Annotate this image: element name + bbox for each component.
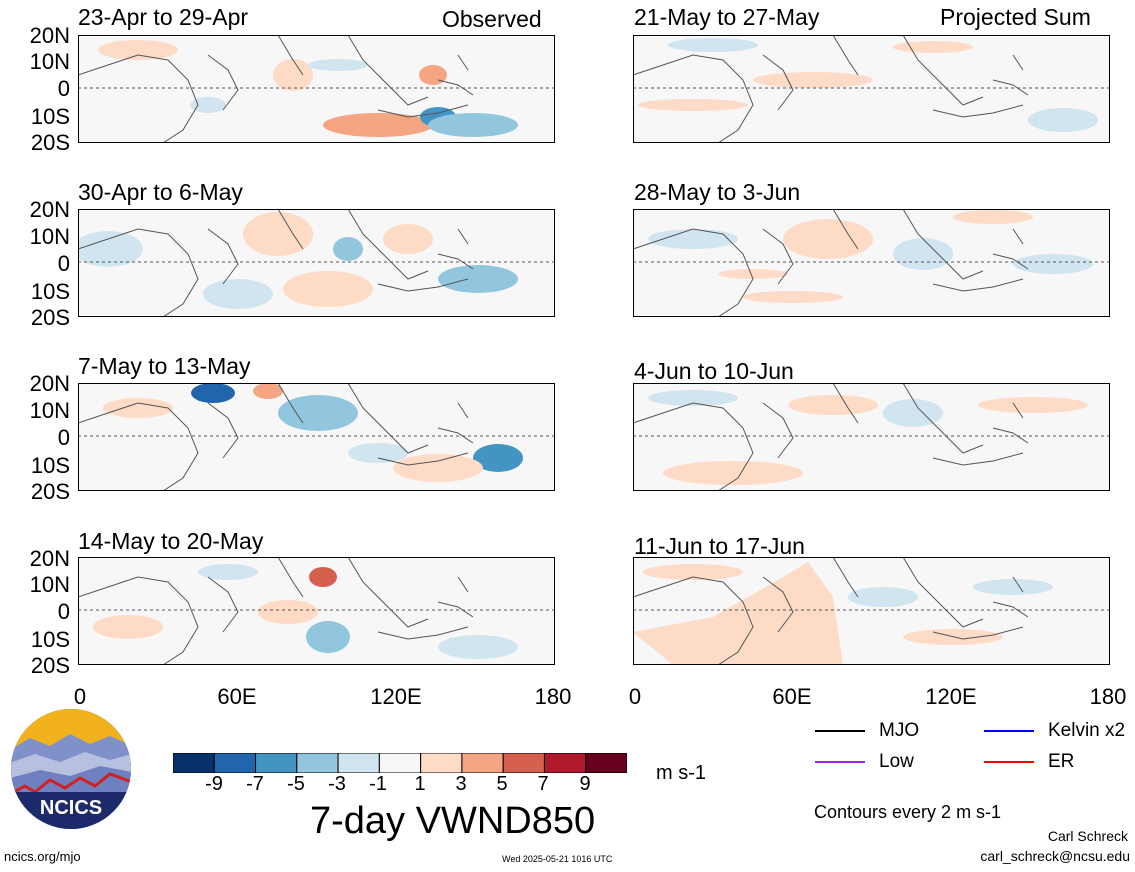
lat-label-20n: 20N [29, 23, 70, 48]
legend-label-kelvin: Kelvin x2 [1048, 720, 1126, 741]
panel-title-proj-3: 4-Jun to 10-Jun [634, 358, 794, 384]
lon-label-120e-right: 120E [925, 684, 977, 709]
site-link[interactable]: ncics.org/mjo [4, 849, 81, 864]
colorbar-swatch [461, 753, 504, 773]
map-proj-2 [633, 209, 1110, 317]
legend-line-mjo [815, 730, 865, 732]
colorbar-swatch [337, 753, 380, 773]
lat-label-10n: 10N [29, 224, 70, 249]
legend-label-mjo: MJO [879, 720, 920, 741]
lat-label-10n: 10N [29, 398, 70, 423]
lat-label-20s: 20S [30, 130, 70, 155]
lon-label-180-left: 180 [534, 684, 572, 709]
colorbar-label: -3 [328, 773, 346, 795]
map-obs-2 [78, 209, 555, 317]
contours-note: Contours every 2 m s-1 [814, 802, 1002, 822]
lon-label-180-right: 180 [1089, 684, 1127, 709]
lat-label-10s: 10S [30, 453, 70, 478]
legend-item-mjo: MJO [815, 720, 919, 742]
lat-label-20n: 20N [29, 546, 70, 571]
colorbar-swatch [173, 753, 215, 773]
colorbar-swatch [543, 753, 587, 773]
colorbar-label: -5 [287, 773, 305, 795]
colorbar-label: 5 [496, 773, 508, 795]
colorbar-swatch [420, 753, 463, 773]
legend-item-low: Low [815, 751, 914, 773]
colorbar-label: -1 [369, 773, 387, 795]
lat-label-10n: 10N [29, 572, 70, 597]
legend-item-er: ER [984, 751, 1074, 773]
colorbar-units: m s-1 [656, 762, 706, 784]
map-proj-1 [633, 35, 1110, 143]
lon-label-60e-left: 60E [217, 684, 257, 709]
lat-label-20n: 20N [29, 197, 70, 222]
observed-label: Observed [442, 6, 542, 32]
panel-title-proj-1: 21-May to 27-May [634, 4, 820, 30]
lat-label-eq: 0 [57, 599, 70, 624]
lat-label-eq: 0 [57, 425, 70, 450]
legend-line-kelvin [984, 730, 1034, 732]
panel-title-proj-4: 11-Jun to 17-Jun [634, 533, 805, 559]
credit-email: carl_schreck@ncsu.edu [980, 848, 1130, 864]
map-proj-4 [633, 557, 1110, 665]
colorbar-swatch [502, 753, 545, 773]
map-obs-1 [78, 35, 555, 143]
lon-label-120e-left: 120E [370, 684, 422, 709]
colorbar-label: 7 [537, 773, 549, 795]
lat-label-20n: 20N [29, 371, 70, 396]
lat-label-10s: 10S [30, 627, 70, 652]
map-obs-4 [78, 557, 555, 665]
timestamp: Wed 2025-05-21 1016 UTC [502, 854, 613, 864]
lat-label-eq: 0 [57, 251, 70, 276]
legend-line-er [984, 761, 1034, 763]
lat-label-20s: 20S [30, 479, 70, 504]
colorbar-swatch [213, 753, 257, 773]
colorbar-label: 3 [455, 773, 467, 795]
lat-label-20s: 20S [30, 305, 70, 330]
projected-sum-label: Projected Sum [940, 4, 1091, 30]
colorbar-label: 9 [579, 773, 591, 795]
main-title: 7-day VWND850 [310, 800, 596, 842]
lat-label-eq: 0 [57, 76, 70, 101]
panel-title-obs-3: 7-May to 13-May [78, 353, 251, 379]
colorbar-swatch [585, 753, 627, 773]
colorbar [173, 753, 627, 773]
colorbar-label: -9 [205, 773, 223, 795]
credit-name: Carl Schreck [1047, 828, 1128, 844]
ncics-logo: NCICS [11, 709, 131, 829]
colorbar-label: -7 [246, 773, 264, 795]
legend-label-low: Low [879, 751, 914, 772]
panel-title-obs-2: 30-Apr to 6-May [78, 179, 243, 205]
lon-label-0-left: 0 [73, 684, 87, 709]
legend-line-low [815, 761, 865, 763]
colorbar-label: 1 [414, 773, 426, 795]
lat-label-20s: 20S [30, 653, 70, 678]
legend-item-kelvin: Kelvin x2 [984, 720, 1125, 742]
colorbar-swatch [296, 753, 339, 773]
colorbar-swatch [378, 753, 422, 773]
map-proj-3 [633, 383, 1110, 491]
lon-label-0-right: 0 [628, 684, 642, 709]
logo-text: NCICS [40, 797, 102, 819]
panel-title-obs-1: 23-Apr to 29-Apr [78, 4, 249, 30]
lat-label-10n: 10N [29, 49, 70, 74]
lon-label-60e-right: 60E [772, 684, 812, 709]
lat-label-10s: 10S [30, 279, 70, 304]
panel-title-obs-4: 14-May to 20-May [78, 528, 264, 554]
lat-label-10s: 10S [30, 104, 70, 129]
colorbar-swatch [255, 753, 298, 773]
panel-title-proj-2: 28-May to 3-Jun [634, 179, 801, 205]
map-obs-3 [78, 383, 555, 491]
legend-label-er: ER [1048, 751, 1075, 772]
